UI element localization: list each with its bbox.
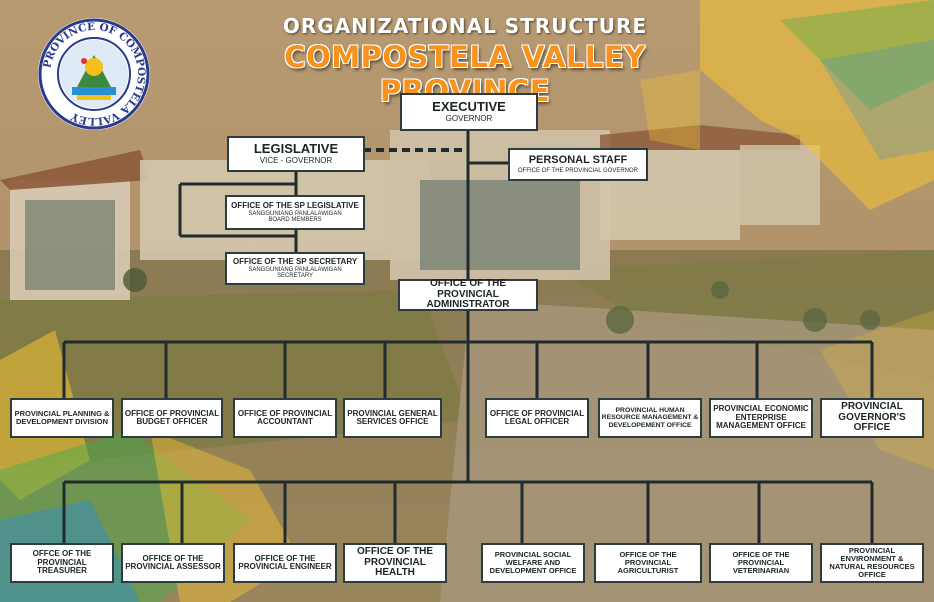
box-row1-economic-enterprise: PROVINCIAL ECONOMIC ENTERPRISE MANAGEMEN… bbox=[709, 398, 813, 438]
box-row1-planning: PROVINCIAL PLANNING & DEVELOPMENT DIVISI… bbox=[10, 398, 114, 438]
box-row2-social-welfare: PROVINCIAL SOCIAL WELFARE AND DEVELOPMEN… bbox=[481, 543, 585, 583]
province-seal-logo: PROVINCE OF COMPOSTELA VALLEY bbox=[38, 18, 150, 130]
box-row2-engineer: OFFICE OF THE PROVINCIAL ENGINEER bbox=[233, 543, 337, 583]
box-row1-budget: OFFICE OF PROVINCIAL BUDGET OFFICER bbox=[121, 398, 223, 438]
box-row1-governors-office: PROVINCIAL GOVERNOR'S OFFICE bbox=[820, 398, 924, 438]
box-sp-secretary: OFFICE OF THE SP SECRETARY SANGGUNIANG P… bbox=[225, 252, 365, 285]
box-provincial-administrator: OFFICE OF THE PROVINCIAL ADMINISTRATOR bbox=[398, 279, 538, 311]
box-row2-health: OFFICE OF THE PROVINCIAL HEALTH bbox=[343, 543, 447, 583]
box-row2-veterinarian: OFFICE OF THE PROVINCIAL VETERINARIAN bbox=[709, 543, 813, 583]
box-sp-legislative: OFFICE OF THE SP LEGISLATIVE SANGGUNIANG… bbox=[225, 195, 365, 230]
box-row2-agriculturist: OFFICE OF THE PROVINCIAL AGRICULTURIST bbox=[594, 543, 702, 583]
box-row2-assessor: OFFICE OF THE PROVINCIAL ASSESSOR bbox=[121, 543, 225, 583]
box-executive: EXECUTIVE GOVERNOR bbox=[400, 93, 538, 131]
box-row2-treasurer: OFFCE OF THE PROVINCIAL TREASURER bbox=[10, 543, 114, 583]
box-row1-general-services: PROVINCIAL GENERAL SERVICES OFFICE bbox=[343, 398, 442, 438]
box-personal-staff: PERSONAL STAFF OFFICE OF THE PROVINCIAL … bbox=[508, 148, 648, 181]
box-row2-environment: PROVINCIAL ENVIRONMENT & NATURAL RESOURC… bbox=[820, 543, 924, 583]
box-row1-accountant: OFFICE OF PROVINCIAL ACCOUNTANT bbox=[233, 398, 337, 438]
chart-title-line1: ORGANIZATIONAL STRUCTURE bbox=[282, 14, 648, 38]
box-row1-legal: OFFICE OF PROVINCIAL LEGAL OFFICER bbox=[485, 398, 589, 438]
box-row1-human-resource: PROVINCIAL HUMAN RESOURCE MANAGEMENT & D… bbox=[598, 398, 702, 438]
box-legislative: LEGISLATIVE VICE - GOVERNOR bbox=[227, 136, 365, 172]
